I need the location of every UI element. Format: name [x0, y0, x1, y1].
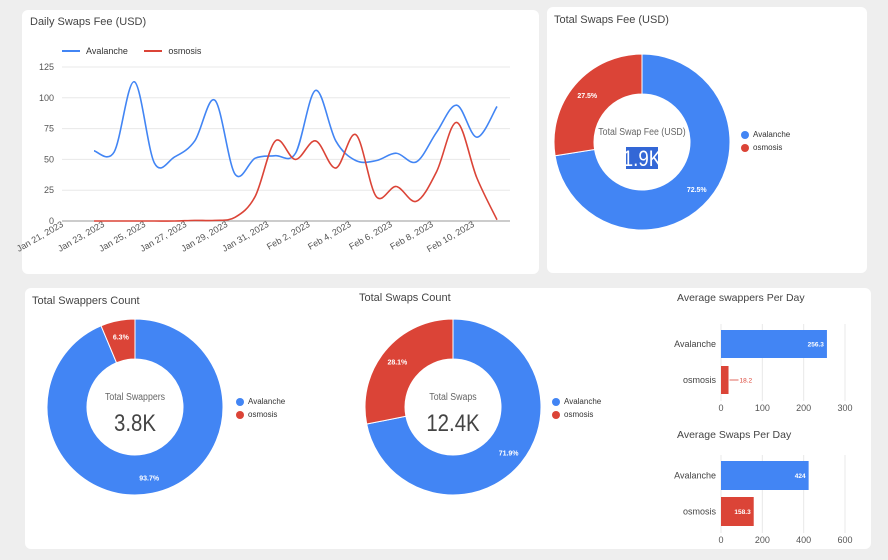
avalanche-dot: [741, 130, 749, 139]
legend-label: osmosis: [248, 410, 278, 419]
daily-fee-title: Daily Swaps Fee (USD): [30, 16, 147, 28]
legend-item-avalanche: Avalanche: [62, 45, 128, 58]
slice-label: 27.5%: [577, 93, 598, 100]
value-label: 256.3: [808, 342, 825, 349]
swappers-legend: Avalanche osmosis: [236, 395, 285, 421]
legend-label-avalanche: Avalanche: [86, 46, 128, 56]
avalanche-swatch: [62, 50, 80, 52]
slice-label: 71.9%: [499, 451, 520, 458]
bar-avalanche: [721, 461, 809, 490]
avalanche-dot: [236, 397, 244, 406]
value-label: 18.2: [740, 378, 753, 385]
center-label: Total Swappers: [105, 390, 165, 402]
slice-avalanche: [366, 318, 542, 496]
swaps-legend: Avalanche osmosis: [552, 395, 601, 421]
center-value: 3.8K: [114, 409, 156, 436]
category-label: osmosis: [683, 375, 717, 385]
slice-label: 28.1%: [387, 359, 408, 366]
category-label: Avalanche: [674, 339, 716, 349]
series-line-osmosis: [93, 121, 498, 222]
slice-osmosis: [553, 53, 643, 157]
total-fee-card: Total Swaps Fee (USD) 72.5% 27.5% Total Sw…: [547, 7, 867, 273]
osmosis-dot: [236, 410, 244, 419]
y-tick-label: 25: [44, 185, 54, 195]
total-fee-title: Total Swaps Fee (USD): [554, 14, 669, 26]
x-tick-label: 600: [837, 535, 852, 545]
legend-item-osmosis: osmosis: [144, 45, 201, 58]
slice-osmosis: [364, 318, 454, 425]
total-fee-donut: 72.5% 27.5% Total Swap Fee (USD) 1.9K: [553, 53, 731, 231]
center-label: Total Swaps: [429, 390, 477, 402]
x-tick-label: Jan 31, 2023: [220, 219, 270, 254]
y-tick-label: 75: [44, 124, 54, 134]
center-value-highlight: [626, 147, 658, 169]
y-tick-label: 100: [39, 93, 54, 103]
legend-label: osmosis: [564, 410, 594, 419]
slice-label: 72.5%: [687, 187, 708, 194]
center-value: 1.9K: [623, 148, 662, 172]
bar-osmosis: [721, 497, 754, 526]
x-tick-label: 100: [755, 403, 770, 413]
center-value: 12.4K: [426, 409, 479, 436]
legend-label: Avalanche: [753, 130, 791, 139]
osmosis-swatch: [144, 50, 163, 52]
avalanche-dot: [552, 397, 560, 406]
legend-item-osmosis: osmosis: [741, 141, 790, 154]
category-label: osmosis: [683, 507, 717, 517]
slice-avalanche: [46, 318, 224, 496]
legend-label: osmosis: [753, 143, 783, 152]
swappers-donut: 93.7% 6.3% Total Swappers 3.8K 71.9% 28.1% Tot…: [46, 318, 853, 545]
total-fee-legend: Avalanche osmosis: [741, 128, 790, 154]
bar-avalanche: [721, 330, 827, 358]
x-tick-label: 300: [837, 403, 852, 413]
x-tick-label: Feb 6, 2023: [347, 219, 394, 252]
legend-label-osmosis: osmosis: [168, 46, 202, 56]
slice-osmosis: [100, 318, 136, 364]
x-tick-label: 0: [718, 535, 723, 545]
legend-item-avalanche: Avalanche: [236, 395, 285, 408]
swaps-title: Total Swaps Count: [359, 292, 451, 304]
y-tick-label: 125: [39, 62, 54, 72]
slice-label: 6.3%: [113, 334, 130, 341]
daily-fee-legend: Avalanche osmosis: [62, 44, 201, 58]
x-tick-label: 0: [718, 403, 723, 413]
x-tick-label: 200: [796, 403, 811, 413]
swappers-title: Total Swappers Count: [32, 295, 140, 307]
y-tick-label: 0: [49, 216, 54, 226]
bar-osmosis: [721, 366, 729, 394]
center-label: Total Swap Fee (USD): [598, 125, 685, 137]
value-label: 158.3: [734, 509, 751, 516]
slice-avalanche: [554, 53, 731, 231]
x-tick-label: 400: [796, 535, 811, 545]
legend-label: Avalanche: [564, 397, 602, 406]
avg-swaps-title: Average Swaps Per Day: [677, 429, 792, 441]
legend-item-avalanche: Avalanche: [552, 395, 601, 408]
daily-fee-card: Daily Swaps Fee (USD) Avalanche osmosis …: [15, 10, 539, 274]
bottom-card: Total Swappers Count 93.7% 6.3% Total Swap…: [25, 288, 871, 549]
value-label: 424: [795, 473, 806, 480]
slice-label: 93.7%: [139, 476, 160, 483]
legend-item-osmosis: osmosis: [552, 408, 601, 421]
legend-item-osmosis: osmosis: [236, 408, 285, 421]
x-tick-label: Feb 4, 2023: [306, 219, 353, 252]
y-tick-label: 50: [44, 154, 54, 164]
category-label: Avalanche: [674, 471, 716, 481]
osmosis-dot: [741, 143, 749, 152]
x-tick-label: Feb 2, 2023: [265, 219, 312, 252]
legend-label: Avalanche: [248, 397, 286, 406]
series-line-avalanche: [93, 80, 498, 178]
avg-swappers-title: Average swappers Per Day: [677, 292, 805, 304]
legend-item-avalanche: Avalanche: [741, 128, 790, 141]
osmosis-dot: [552, 410, 560, 419]
x-tick-label: 200: [755, 535, 770, 545]
